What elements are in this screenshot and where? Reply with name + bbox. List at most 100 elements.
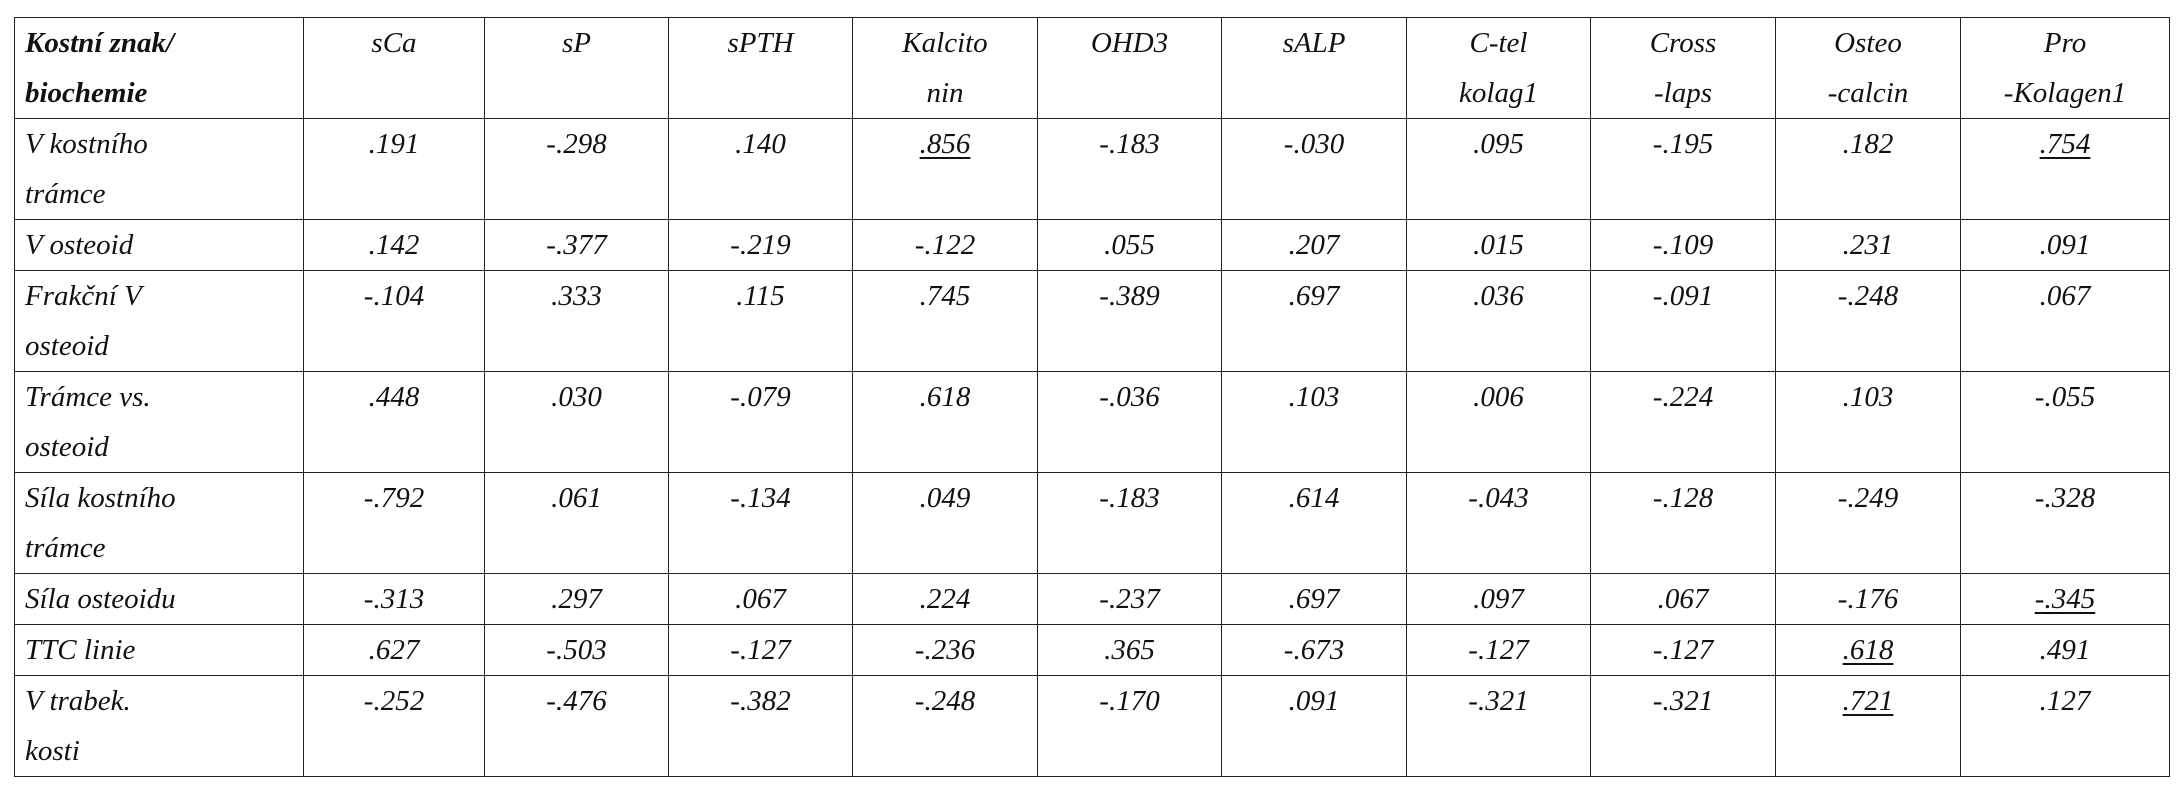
cell-line: biochemie — [25, 77, 148, 109]
cell-value: .091 — [2039, 229, 2091, 261]
cell-value: -.382 — [730, 685, 791, 717]
value-cell: .036 — [1406, 270, 1591, 372]
header-cell: sPTH — [668, 17, 853, 119]
value-cell: -.321 — [1406, 675, 1591, 777]
cell-value: -.183 — [1099, 482, 1160, 514]
cell-line: -Kolagen1 — [2003, 77, 2127, 109]
cell-line: V kostního — [25, 128, 148, 160]
header-cell: sP — [484, 17, 669, 119]
cell-value: -.128 — [1652, 482, 1714, 514]
value-cell: .142 — [303, 219, 485, 271]
header-cell: OHD3 — [1037, 17, 1222, 119]
cell-value: -.055 — [2034, 381, 2096, 413]
value-cell: -.183 — [1037, 118, 1222, 220]
value-cell: -.055 — [1960, 371, 2170, 473]
cell-line: Osteo — [1834, 27, 1902, 59]
cell-value: .754 — [2039, 128, 2091, 160]
cell-value: .721 — [1842, 685, 1894, 717]
value-cell: -.345 — [1960, 573, 2170, 625]
value-cell: .618 — [852, 371, 1038, 473]
value-cell: -.236 — [852, 624, 1038, 676]
value-cell: .049 — [852, 472, 1038, 574]
cell-value: .067 — [735, 583, 786, 615]
value-cell: .067 — [1960, 270, 2170, 372]
cell-line: C-tel — [1469, 27, 1528, 59]
value-cell: .095 — [1406, 118, 1591, 220]
value-cell: .231 — [1775, 219, 1961, 271]
cell-value: .103 — [1842, 381, 1894, 413]
value-cell: -.298 — [484, 118, 669, 220]
value-cell: .097 — [1406, 573, 1591, 625]
value-cell: -.104 — [303, 270, 485, 372]
value-cell: .067 — [668, 573, 853, 625]
value-cell: .115 — [668, 270, 853, 372]
header-cell: sCa — [303, 17, 485, 119]
cell-value: .067 — [2039, 280, 2091, 312]
cell-value: -.249 — [1837, 482, 1899, 514]
cell-value: -.219 — [730, 229, 791, 261]
cell-value: .030 — [551, 381, 602, 413]
cell-value: .103 — [1288, 381, 1340, 413]
cell-value: -.252 — [363, 685, 425, 717]
row-label: Trámce vs. osteoid — [14, 371, 304, 473]
cell-line: Pro — [2043, 27, 2087, 59]
cell-value: -.673 — [1283, 634, 1345, 666]
header-cell: sALP — [1221, 17, 1407, 119]
cell-value: -.127 — [730, 634, 791, 666]
cell-value: .095 — [1473, 128, 1524, 160]
cell-value: .697 — [1288, 583, 1340, 615]
value-cell: -.224 — [1590, 371, 1776, 473]
cell-value: -.503 — [546, 634, 607, 666]
cell-value: .614 — [1288, 482, 1340, 514]
value-cell: -.313 — [303, 573, 485, 625]
cell-value: -.248 — [1837, 280, 1899, 312]
value-cell: -.091 — [1590, 270, 1776, 372]
value-cell: -.792 — [303, 472, 485, 574]
cell-value: .231 — [1842, 229, 1894, 261]
row-label: V trabek. kosti — [14, 675, 304, 777]
cell-value: -.127 — [1652, 634, 1714, 666]
data-row: Síla kostního trámce -.792 .061 -.134 .049 -.1… — [14, 472, 2170, 574]
cell-value: -.134 — [730, 482, 791, 514]
cell-value: .055 — [1104, 229, 1155, 261]
value-cell: .697 — [1221, 270, 1407, 372]
cell-value: .618 — [1842, 634, 1894, 666]
header-cell: Pro -Kolagen1 — [1960, 17, 2170, 119]
cell-value: .061 — [551, 482, 602, 514]
cell-line: -laps — [1654, 77, 1712, 109]
value-cell: -.248 — [1775, 270, 1961, 372]
cell-value: .127 — [2039, 685, 2091, 717]
row-label: Síla kostního trámce — [14, 472, 304, 574]
value-cell: .182 — [1775, 118, 1961, 220]
data-row: TTC linie .627 -.503 -.127 -.236 .365 -.673 -.1… — [14, 624, 2170, 676]
cell-value: -.298 — [546, 128, 607, 160]
cell-value: -.104 — [363, 280, 425, 312]
value-cell: .191 — [303, 118, 485, 220]
cell-value: .297 — [551, 583, 602, 615]
value-cell: .448 — [303, 371, 485, 473]
value-cell: -.382 — [668, 675, 853, 777]
cell-value: .097 — [1473, 583, 1524, 615]
cell-value: .036 — [1473, 280, 1524, 312]
value-cell: .103 — [1775, 371, 1961, 473]
value-cell: -.219 — [668, 219, 853, 271]
cell-value: -.043 — [1468, 482, 1529, 514]
cell-line: sCa — [371, 27, 417, 59]
cell-value: .365 — [1104, 634, 1155, 666]
header-row: Kostní znak/biochemie sCa sP sPTH Kalcito nin… — [14, 17, 2170, 119]
value-cell: .745 — [852, 270, 1038, 372]
cell-value: -.389 — [1099, 280, 1160, 312]
value-cell: -.389 — [1037, 270, 1222, 372]
value-cell: .055 — [1037, 219, 1222, 271]
cell-value: -.079 — [730, 381, 791, 413]
value-cell: -.134 — [668, 472, 853, 574]
cell-value: -.321 — [1652, 685, 1714, 717]
row-label: Síla osteoidu — [14, 573, 304, 625]
data-row: Frakční V osteoid -.104 .333 .115 .745 -.389 .6… — [14, 270, 2170, 372]
cell-value: -.792 — [363, 482, 425, 514]
cell-line: kolag1 — [1459, 77, 1538, 109]
cell-value: -.377 — [546, 229, 607, 261]
cell-line: sPTH — [727, 27, 794, 59]
value-cell: -.195 — [1590, 118, 1776, 220]
value-cell: -.176 — [1775, 573, 1961, 625]
